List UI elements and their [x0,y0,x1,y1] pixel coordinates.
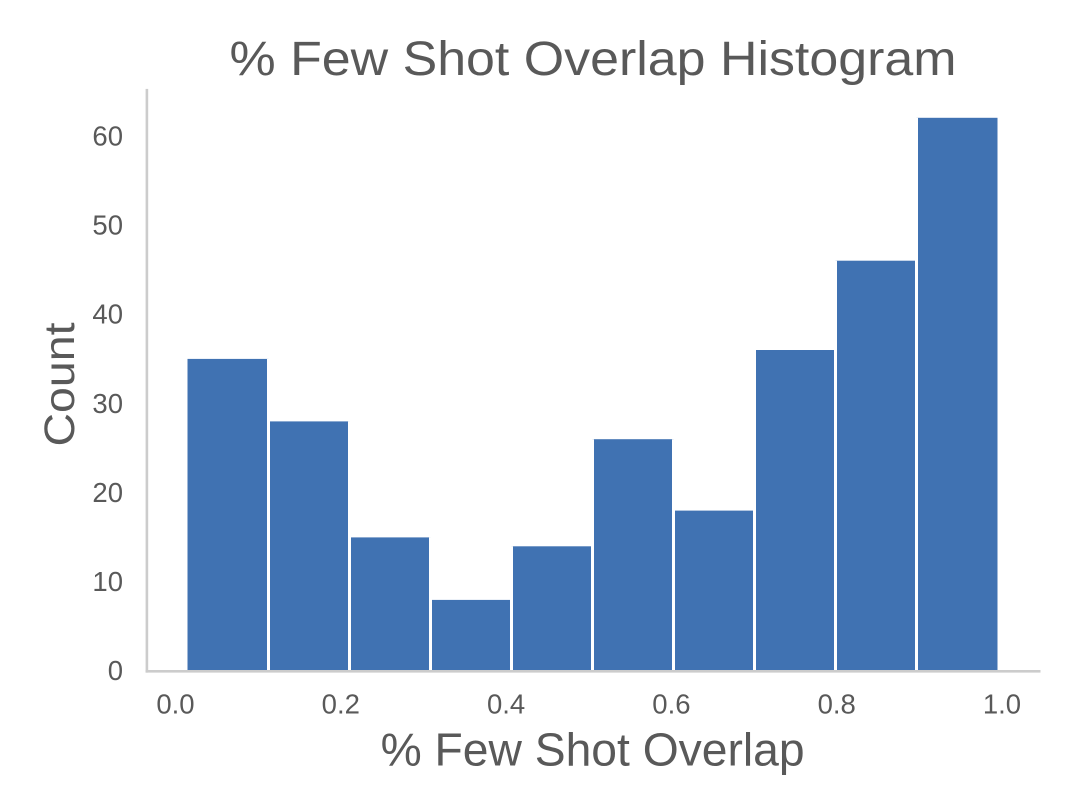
svg-text:0.8: 0.8 [818,688,856,719]
svg-text:10: 10 [92,566,123,597]
svg-text:60: 60 [92,120,123,151]
svg-text:0: 0 [108,655,123,686]
svg-text:40: 40 [92,299,123,330]
svg-text:% Few Shot Overlap Histogram: % Few Shot Overlap Histogram [230,32,957,86]
svg-text:30: 30 [92,388,123,419]
svg-text:0.2: 0.2 [322,688,360,719]
svg-text:20: 20 [92,477,123,508]
svg-text:% Few Shot Overlap: % Few Shot Overlap [381,723,805,775]
svg-text:0.0: 0.0 [156,688,194,719]
svg-text:0.4: 0.4 [487,688,525,719]
svg-text:50: 50 [92,209,123,240]
svg-text:Count: Count [37,322,84,446]
svg-text:1.0: 1.0 [983,688,1021,719]
svg-text:0.6: 0.6 [652,688,690,719]
